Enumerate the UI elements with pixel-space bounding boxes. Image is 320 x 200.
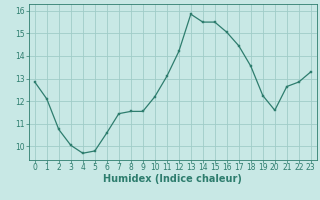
X-axis label: Humidex (Indice chaleur): Humidex (Indice chaleur) [103,174,242,184]
